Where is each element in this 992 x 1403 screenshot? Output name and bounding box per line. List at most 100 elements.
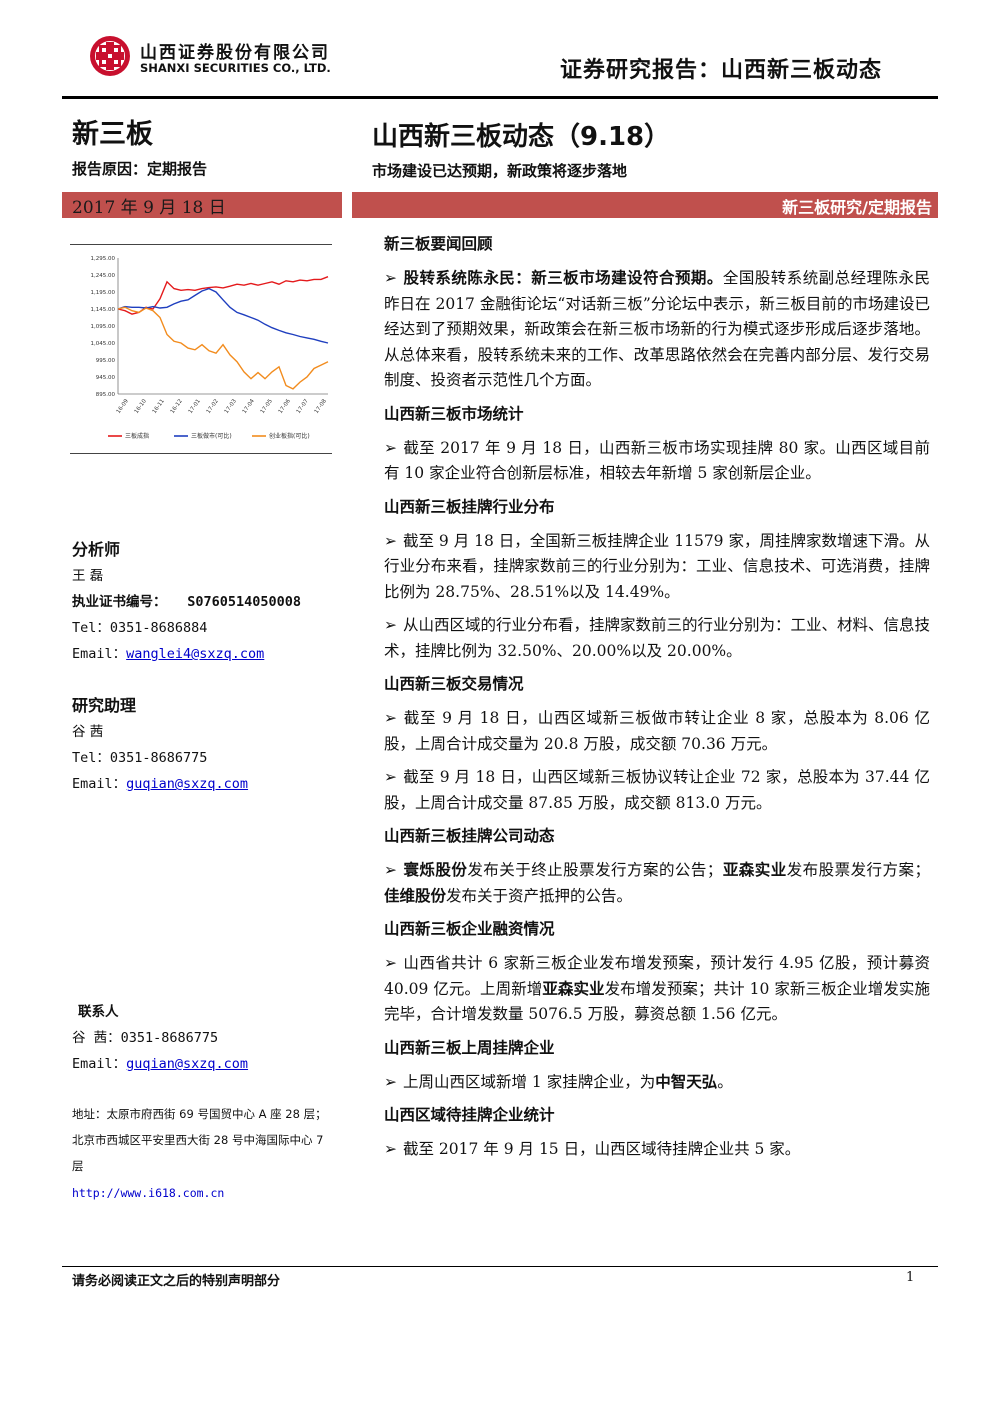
paragraph-text: 截至 9 月 18 日，山西区域新三板协议转让企业 72 家，总股本为 37.4… xyxy=(384,768,930,812)
chart-y-ticks: 1,295.00 1,245.00 1,195.00 1,145.00 1,095.00… xyxy=(91,256,116,398)
bullet-arrow-icon: ➢ xyxy=(384,1140,397,1158)
chart-x-tick-label: 16-12 xyxy=(170,398,184,415)
address-line-1: 地址：太原市府西街 69 号国贸中心 A 座 28 层； xyxy=(72,1107,327,1121)
paragraph-text: 上周山西区域新增 1 家挂牌企业，为 xyxy=(403,1072,656,1091)
assistant-email-link[interactable]: guqian@sxzq.com xyxy=(126,776,249,792)
bullet-paragraph: ➢ 寰烁股份发布关于终止股票发行方案的公告；亚森实业发布股票发行方案； 佳维股份发布… xyxy=(384,858,930,909)
assistant-name: 谷 茜 xyxy=(72,724,104,740)
contact-email-row: Email：guqian@sxzq.com xyxy=(72,1052,248,1072)
chart-x-tick-label: 16-09 xyxy=(116,398,130,415)
bullet-arrow-icon: ➢ xyxy=(384,616,397,634)
address-line-3: 层 xyxy=(72,1159,84,1173)
section-heading: 山西新三板市场统计 xyxy=(384,404,524,423)
company-name-en: SHANXI SECURITIES CO., LTD. xyxy=(140,61,331,75)
bullet-paragraph: ➢ 从山西区域的行业分布看，挂牌家数前三的行业分别为：工业、材料、信息技术，挂牌比… xyxy=(384,613,930,664)
paragraph-lead: 股转系统陈永民：新三板市场建设符合预期。 xyxy=(403,269,723,287)
analyst-cert-no: S0760514050008 xyxy=(187,594,301,610)
contact-email-link[interactable]: guqian@sxzq.com xyxy=(126,1056,249,1072)
bullet-paragraph: ➢ 山西省共计 6 家新三板企业发布增发预案，预计发行 4.95 亿股，预计募资 … xyxy=(384,951,930,1028)
analyst-email-label: Email： xyxy=(72,646,127,662)
header-rule xyxy=(62,96,938,99)
analyst-name: 王 磊 xyxy=(72,568,104,584)
paragraph-text: 从山西区域的行业分布看，挂牌家数前三的行业分别为：工业、材料、信息技术，挂牌比例… xyxy=(384,616,931,660)
paragraph-text: 山西省共计 6 家新三板企业发布增发预案，预计发行 4.95 亿股，预计募资 4… xyxy=(384,954,930,998)
chart-x-ticks: 16-09 16-10 16-11 16-12 17-01 17-02 17-03 17-04… xyxy=(116,398,328,415)
chart-legend: 三板成指 三板做市(可比) 创业板指(可比) xyxy=(108,432,310,440)
analyst-tel: Tel：0351-8686884 xyxy=(72,620,208,636)
bullet-paragraph: ➢ 上周山西区域新增 1 家挂牌企业，为中智天弘。 xyxy=(384,1070,930,1096)
chart-axes xyxy=(117,258,328,395)
bullet-arrow-icon: ➢ xyxy=(384,1072,397,1091)
bullet-paragraph: ➢ 截至 2017 年 9 月 18 日，山西新三板市场实现挂牌 80 家。山西区… xyxy=(384,436,930,487)
bullet-arrow-icon: ➢ xyxy=(384,954,397,972)
report-tag: 新三板研究/定期报告 xyxy=(782,198,932,217)
date-bar xyxy=(62,192,342,218)
section-heading: 山西新三板挂牌行业分布 xyxy=(384,497,555,516)
tag-bar xyxy=(352,192,938,218)
chart-x-tick-label: 17-01 xyxy=(188,398,202,415)
legend-label: 三板成指 xyxy=(125,432,149,440)
analyst-heading: 分析师 xyxy=(72,540,121,559)
section-heading: 山西新三板企业融资情况 xyxy=(384,920,555,938)
analyst-email-link[interactable]: wanglei4@sxzq.com xyxy=(126,646,265,662)
report-reason: 报告原因：定期报告 xyxy=(72,160,208,178)
section-heading: 新三板要闻回顾 xyxy=(384,235,493,253)
bullet-arrow-icon: ➢ xyxy=(384,709,397,727)
chart-y-tick-label: 1,245.00 xyxy=(91,273,116,279)
paragraph-text: 截至 2017 年 9 月 15 日，山西区域待挂牌企业共 5 家。 xyxy=(403,1140,801,1158)
company-name-highlight: 亚森实业 xyxy=(722,861,787,879)
chart-y-tick-label: 1,045.00 xyxy=(91,341,116,347)
bullet-arrow-icon: ➢ xyxy=(384,438,397,457)
analyst-email-row: Email：wanglei4@sxzq.com xyxy=(72,642,264,662)
paragraph-text: 全国股转系统副总经理陈永民昨日在 2017 金融街论坛“对话新三板”分论坛中表示… xyxy=(384,269,930,389)
index-line-chart: 1,295.00 1,245.00 1,195.00 1,145.00 1,095.00… xyxy=(70,244,332,454)
report-subtitle: 市场建设已达预期，新政策将逐步落地 xyxy=(372,162,628,180)
chart-series xyxy=(117,276,329,390)
address-line-2: 北京市西城区平安里西大街 28 号中海国际中心 7 xyxy=(72,1133,324,1147)
paragraph-text: 截至 9 月 18 日，全国新三板挂牌企业 11579 家，周挂牌家数增速下滑。… xyxy=(384,531,930,601)
disclaimer-notice: 请务必阅读正文之后的特别声明部分 xyxy=(72,1274,281,1289)
assistant-email-label: Email： xyxy=(72,776,127,792)
bullet-arrow-icon: ➢ xyxy=(384,768,397,786)
report-date: 2017 年 9 月 18 日 xyxy=(72,198,226,218)
chart-x-tick-label: 17-05 xyxy=(260,398,274,415)
bullet-paragraph: ➢ 截至 9 月 18 日，全国新三板挂牌企业 11579 家，周挂牌家数增速下滑… xyxy=(384,529,930,606)
report-title: 山西新三板动态（9.18） xyxy=(372,122,671,152)
paragraph-text: 发布关于终止股票发行方案的公告； xyxy=(467,861,723,879)
bullet-paragraph: ➢ 股转系统陈永民：新三板市场建设符合预期。全国股转系统副总经理陈永民昨日在 20… xyxy=(384,266,930,394)
paragraph-text: 。 xyxy=(717,1072,733,1091)
paragraph-text: 截至 9 月 18 日，山西区域新三板做市转让企业 8 家，总股本为 8.06 … xyxy=(384,709,930,753)
chart-x-tick-label: 16-10 xyxy=(134,398,148,415)
section-heading: 山西新三板挂牌公司动态 xyxy=(384,827,555,845)
legend-label: 三板做市(可比) xyxy=(191,432,232,440)
company-logo xyxy=(90,36,130,76)
contact-email-label: Email： xyxy=(72,1056,127,1072)
chart-series-line-3 xyxy=(117,306,329,390)
assistant-email-row: Email：guqian@sxzq.com xyxy=(72,772,248,792)
chart-y-tick-label: 1,145.00 xyxy=(91,307,116,313)
company-name-highlight: 中智天弘 xyxy=(655,1072,718,1091)
paragraph-text: 发布关于资产抵押的公告。 xyxy=(446,886,633,905)
analyst-cert-label: 执业证书编号： xyxy=(72,594,167,610)
section-heading: 山西区域待挂牌企业统计 xyxy=(384,1106,555,1124)
chart-x-tick-label: 16-11 xyxy=(152,398,166,415)
bullet-arrow-icon: ➢ xyxy=(384,269,397,287)
bullet-paragraph: ➢ 截至 2017 年 9 月 15 日，山西区域待挂牌企业共 5 家。 xyxy=(384,1137,930,1163)
section-heading: 山西新三板上周挂牌企业 xyxy=(384,1038,555,1057)
website-link[interactable]: http://www.i618.com.cn xyxy=(72,1186,225,1200)
chart-y-tick-label: 945.00 xyxy=(96,375,116,381)
chart-y-tick-label: 1,295.00 xyxy=(91,256,116,262)
chart-y-tick-label: 1,195.00 xyxy=(91,290,116,296)
chart-series-line-2 xyxy=(117,287,329,344)
paragraph-text: 发布增发预案；共计 10 家新三板企业增发实施完毕，合计增发数量 5076.5 … xyxy=(384,979,930,1024)
chart-y-tick-label: 1,095.00 xyxy=(91,324,116,330)
chart-y-tick-label: 895.00 xyxy=(96,392,116,398)
chart-x-tick-label: 17-02 xyxy=(206,398,220,415)
paragraph-text: 发布股票发行方案； xyxy=(786,861,930,879)
bullet-arrow-icon: ➢ xyxy=(384,861,397,879)
report-category: 新三板 xyxy=(72,119,153,150)
chart-x-tick-label: 17-04 xyxy=(242,398,256,415)
legend-label: 创业板指(可比) xyxy=(269,432,310,440)
contact-heading: 联系人 xyxy=(78,1004,119,1020)
assistant-heading: 研究助理 xyxy=(72,696,137,715)
